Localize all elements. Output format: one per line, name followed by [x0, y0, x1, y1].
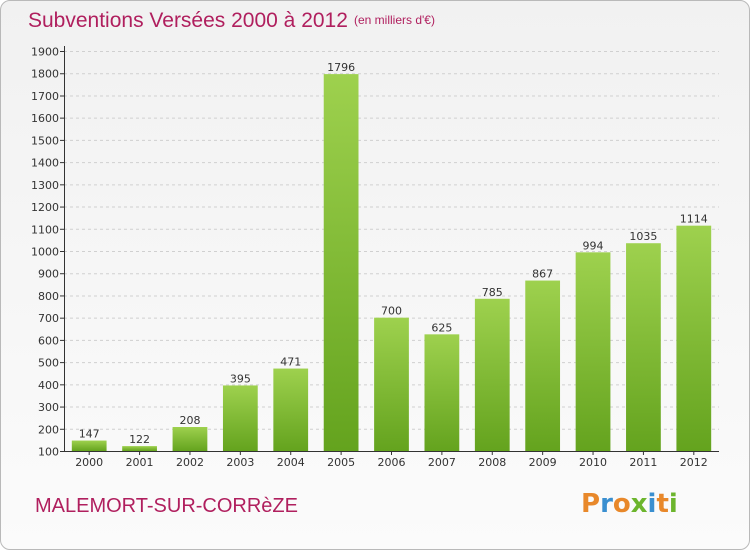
data-label: 700 — [381, 305, 402, 318]
data-label: 867 — [532, 268, 553, 281]
data-label: 1114 — [680, 213, 708, 226]
y-tick-label: 300 — [38, 401, 59, 414]
y-tick-label: 700 — [38, 312, 59, 325]
bar-2002 — [172, 427, 208, 451]
x-tick-label: 2004 — [277, 456, 305, 469]
brand-letter: o — [612, 489, 631, 519]
y-tick-label: 500 — [38, 357, 59, 370]
data-label: 208 — [179, 414, 200, 427]
bar-2003 — [222, 385, 258, 451]
brand-letter: t — [656, 489, 669, 519]
x-tick-label: 2010 — [579, 456, 607, 469]
brand-letter: P — [581, 489, 601, 519]
bar-2011 — [626, 243, 661, 451]
brand-letter: x — [630, 489, 648, 519]
x-tick-label: 2002 — [176, 456, 204, 469]
x-tick-label: 2001 — [126, 456, 154, 469]
y-tick-label: 1600 — [31, 112, 59, 125]
chart-title: Subventions Versées 2000 à 2012 — [28, 9, 348, 32]
bar-2005 — [323, 74, 359, 451]
y-tick-label: 1800 — [31, 68, 59, 81]
y-tick-label: 1100 — [31, 223, 59, 236]
commune-name: MALEMORT-SUR-CORRèZE — [35, 495, 298, 517]
data-label: 395 — [230, 372, 251, 385]
bar-2007 — [424, 334, 460, 451]
y-tick-label: 1700 — [31, 90, 59, 103]
bar-2001 — [122, 446, 157, 451]
x-tick-label: 2008 — [478, 456, 506, 469]
x-tick-label: 2003 — [226, 456, 254, 469]
brand-logo: Proxiti — [581, 489, 678, 519]
y-tick-label: 200 — [38, 423, 59, 436]
bar-2010 — [575, 252, 611, 451]
brand-letter: r — [600, 489, 613, 519]
x-tick-label: 2000 — [75, 456, 103, 469]
y-tick-label: 1000 — [31, 246, 59, 259]
data-label: 1035 — [629, 230, 657, 243]
bar-2008 — [474, 298, 510, 451]
x-tick-label: 2011 — [629, 456, 657, 469]
y-tick-label: 900 — [38, 268, 59, 281]
y-tick-label: 1200 — [31, 201, 59, 214]
y-tick-label: 100 — [38, 446, 59, 459]
y-tick-label: 1400 — [31, 157, 59, 170]
axes: 100 200 300 400 500 600 700 800 900 1000 1100 1200 1… — [31, 46, 719, 469]
data-label: 1796 — [327, 61, 355, 74]
y-tick-label: 1500 — [31, 134, 59, 147]
x-tick-label: 2009 — [529, 456, 557, 469]
x-tick-label: 2006 — [378, 456, 406, 469]
y-tick-label: 800 — [38, 290, 59, 303]
data-label: 471 — [280, 356, 301, 369]
bar-2006 — [374, 317, 409, 451]
grid-lines — [64, 51, 719, 430]
bar-2009 — [525, 280, 561, 451]
bars: 147 122 208 395 471 1796 700 625 785 867 994 1035 11… — [71, 61, 712, 451]
x-tick-label: 2005 — [327, 456, 355, 469]
y-tick-label: 1300 — [31, 179, 59, 192]
bar-2012 — [676, 225, 712, 451]
brand-letter: i — [668, 489, 678, 519]
brand-letter: i — [647, 489, 657, 519]
data-label: 625 — [431, 321, 452, 334]
data-label: 785 — [482, 286, 503, 299]
data-label: 122 — [129, 433, 150, 446]
x-tick-label: 2012 — [680, 456, 708, 469]
data-label: 147 — [79, 428, 100, 441]
y-tick-label: 600 — [38, 334, 59, 347]
unit-note: (en milliers d'€) — [354, 13, 435, 27]
bar-2004 — [273, 368, 309, 451]
data-label: 994 — [583, 239, 604, 252]
y-tick-label: 400 — [38, 379, 59, 392]
x-tick-label: 2007 — [428, 456, 456, 469]
bar-2000 — [71, 440, 107, 451]
y-tick-label: 1900 — [31, 46, 59, 59]
